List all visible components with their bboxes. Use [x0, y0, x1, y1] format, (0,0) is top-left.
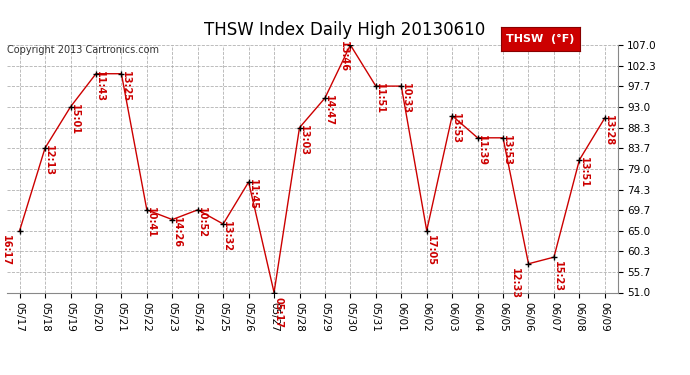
Text: 05:17: 05:17	[273, 297, 283, 328]
Text: 12:33: 12:33	[510, 268, 520, 299]
Text: 10:41: 10:41	[146, 207, 156, 238]
Text: 16:17: 16:17	[1, 235, 11, 266]
Text: Copyright 2013 Cartronics.com: Copyright 2013 Cartronics.com	[7, 45, 159, 55]
Text: 11:45: 11:45	[248, 179, 258, 210]
Text: THSW  (°F): THSW (°F)	[506, 34, 575, 44]
Text: 11:43: 11:43	[95, 71, 105, 102]
Text: 10:33: 10:33	[400, 83, 411, 114]
Text: 13:25: 13:25	[121, 71, 130, 102]
Text: 17:05: 17:05	[426, 235, 436, 266]
Text: 11:51: 11:51	[375, 83, 385, 114]
Text: 14:26: 14:26	[171, 217, 181, 248]
Text: 12:13: 12:13	[44, 145, 55, 176]
Text: 13:32: 13:32	[222, 221, 233, 252]
Text: THSW Index Daily High 20130610: THSW Index Daily High 20130610	[204, 21, 486, 39]
Text: 15:01: 15:01	[70, 104, 79, 135]
Text: 13:53: 13:53	[451, 113, 462, 144]
Text: 13:53: 13:53	[502, 135, 512, 166]
Text: 13:28: 13:28	[604, 115, 614, 146]
Text: 13:51: 13:51	[578, 157, 589, 188]
Text: 13:03: 13:03	[299, 125, 308, 156]
Text: 11:39: 11:39	[477, 135, 486, 166]
Text: 15:23: 15:23	[553, 261, 563, 292]
Text: 14:47: 14:47	[324, 95, 334, 126]
Text: 10:52: 10:52	[197, 207, 207, 238]
Text: 13:46: 13:46	[339, 41, 348, 72]
